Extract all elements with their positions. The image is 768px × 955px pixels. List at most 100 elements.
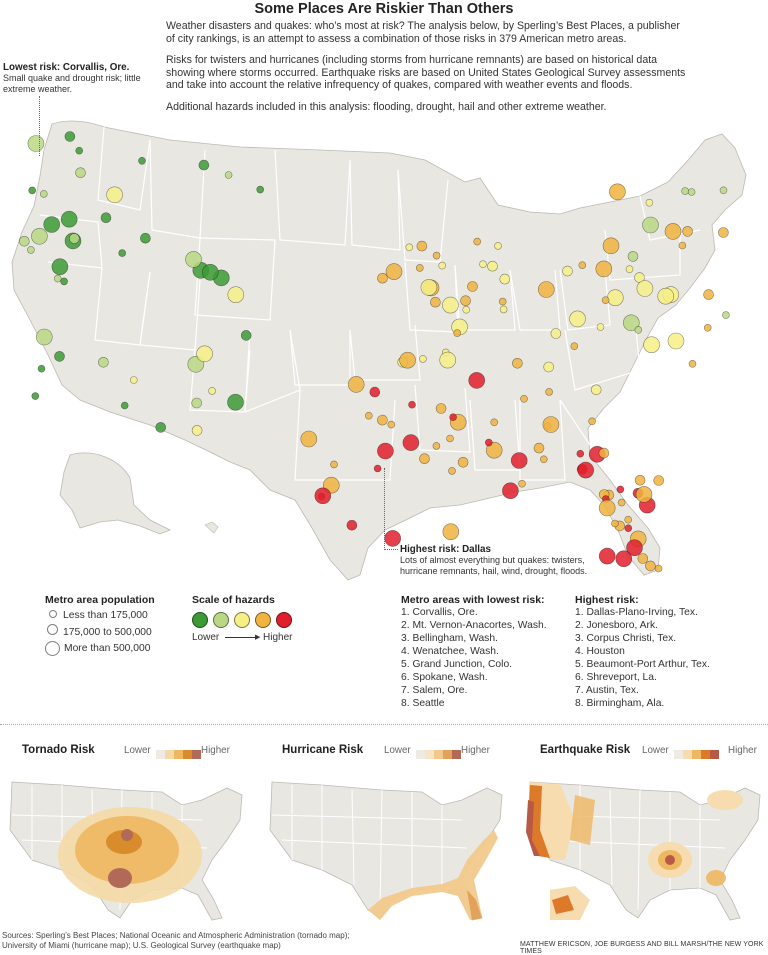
lowest-risk-item: 2. Mt. Vernon-Anacortes, Wash. xyxy=(401,620,547,631)
lowest-risk-item: 8. Seattle xyxy=(401,698,445,709)
highest-risk-leader-h xyxy=(384,549,398,550)
state-borders xyxy=(39,126,701,481)
medium-circle-icon xyxy=(47,624,58,635)
metro-dot xyxy=(681,187,689,195)
metro-dot xyxy=(377,414,388,426)
hazard-scale-title: Scale of hazards xyxy=(192,594,275,606)
metro-dot xyxy=(60,277,68,286)
metro-dot xyxy=(446,434,454,443)
metro-dot xyxy=(198,159,210,171)
metro-dot xyxy=(405,243,414,252)
metro-dot xyxy=(442,523,460,541)
hurricane-higher-label: Higher xyxy=(461,745,490,756)
metro-dot xyxy=(606,289,624,307)
hazard-swatch xyxy=(255,612,271,628)
metro-dot xyxy=(130,376,138,384)
metro-dot xyxy=(64,131,76,142)
metro-dot xyxy=(439,351,457,369)
metro-dot xyxy=(187,355,205,373)
metro-dot xyxy=(518,479,526,488)
metro-dot xyxy=(634,325,643,334)
metro-dot xyxy=(576,449,585,458)
legend-swatch xyxy=(165,750,174,759)
metro-dot xyxy=(682,226,693,237)
lowest-risk-text: Small quake and drought risk; little ext… xyxy=(3,73,141,94)
metro-dot xyxy=(314,487,332,505)
metro-dot xyxy=(54,351,65,362)
metro-dot xyxy=(624,515,633,524)
metro-dot xyxy=(598,447,610,459)
hazard-lower-label: Lower xyxy=(192,632,220,643)
metro-dot xyxy=(543,361,555,373)
metro-dot xyxy=(442,296,459,314)
metro-dot xyxy=(596,323,605,331)
highest-risk-list: Highest risk: 1. Dallas-Plano-Irving, Te… xyxy=(575,594,755,710)
metro-dot xyxy=(432,442,441,450)
highest-risk-item: 6. Shreveport, La. xyxy=(575,672,657,683)
metro-dot xyxy=(384,530,402,547)
tornado-panel: Tornado Risk Lower Higher xyxy=(2,742,257,925)
population-medium-label: 175,000 to 500,000 xyxy=(63,627,152,638)
metro-dot xyxy=(420,279,438,296)
lowest-risk-list-title: Metro areas with lowest risk: xyxy=(401,594,545,606)
metro-dot xyxy=(300,430,318,448)
metro-dot xyxy=(416,240,428,252)
metro-dot xyxy=(616,485,625,494)
metro-dot xyxy=(542,416,560,433)
metro-dot xyxy=(485,441,503,459)
metro-dot xyxy=(256,185,265,194)
metro-dot xyxy=(31,228,48,245)
tornado-lower-label: Lower xyxy=(124,745,151,756)
lowest-risk-item: 3. Bellingham, Wash. xyxy=(401,633,498,644)
legend-swatch xyxy=(683,750,692,759)
metro-dot xyxy=(43,216,61,233)
metro-dot xyxy=(512,357,523,369)
metro-dot xyxy=(562,265,573,277)
metro-dot xyxy=(678,241,687,250)
metro-dot xyxy=(369,386,381,398)
metro-dot xyxy=(494,242,502,250)
earthquake-higher-label: Higher xyxy=(728,745,757,756)
hazard-swatch xyxy=(276,612,292,628)
metro-dot xyxy=(722,311,730,319)
metro-dot xyxy=(373,464,382,473)
metro-dot xyxy=(645,560,656,572)
highest-risk-annotation: Highest risk: Dallas Lots of almost ever… xyxy=(400,544,610,576)
metro-dot xyxy=(191,425,203,436)
legend-swatch xyxy=(183,750,192,759)
metro-dot xyxy=(615,550,633,568)
metro-dot xyxy=(408,400,416,409)
metro-dot xyxy=(399,351,416,369)
metro-dot xyxy=(462,305,471,314)
highest-risk-text: Lots of almost everything but quakes: tw… xyxy=(400,555,588,576)
metro-dot xyxy=(35,328,53,346)
legend-swatch xyxy=(156,750,165,759)
metro-dot xyxy=(622,314,640,332)
metro-dot xyxy=(37,364,46,373)
metro-dot xyxy=(625,265,634,274)
metro-dot xyxy=(473,237,482,246)
metro-dot xyxy=(224,171,233,179)
hazard-swatch xyxy=(213,612,229,628)
metro-dot xyxy=(545,388,553,396)
legend-swatch xyxy=(710,750,719,759)
lowest-risk-item: 1. Corvallis, Ore. xyxy=(401,607,478,618)
legend-swatch xyxy=(701,750,710,759)
metro-dot xyxy=(27,246,35,254)
metro-dot xyxy=(664,223,682,240)
metro-dot xyxy=(75,146,83,155)
metro-dot xyxy=(598,499,616,517)
lowest-risk-item: 6. Spokane, Wash. xyxy=(401,672,488,683)
metro-dot xyxy=(387,420,396,429)
metro-dot xyxy=(634,474,646,486)
highest-risk-item: 7. Austin, Tex. xyxy=(575,685,639,696)
metro-dot xyxy=(637,553,649,564)
highest-risk-item: 5. Beaumont-Port Arthur, Tex. xyxy=(575,659,710,670)
tornado-legend-swatches xyxy=(156,746,201,764)
metro-dot xyxy=(140,232,151,244)
metro-dot xyxy=(448,467,456,475)
sources: Sources: Sperling’s Best Places; Nationa… xyxy=(2,931,422,950)
earthquake-map xyxy=(526,781,761,921)
metro-dot xyxy=(227,286,245,304)
metro-dot xyxy=(578,261,587,270)
